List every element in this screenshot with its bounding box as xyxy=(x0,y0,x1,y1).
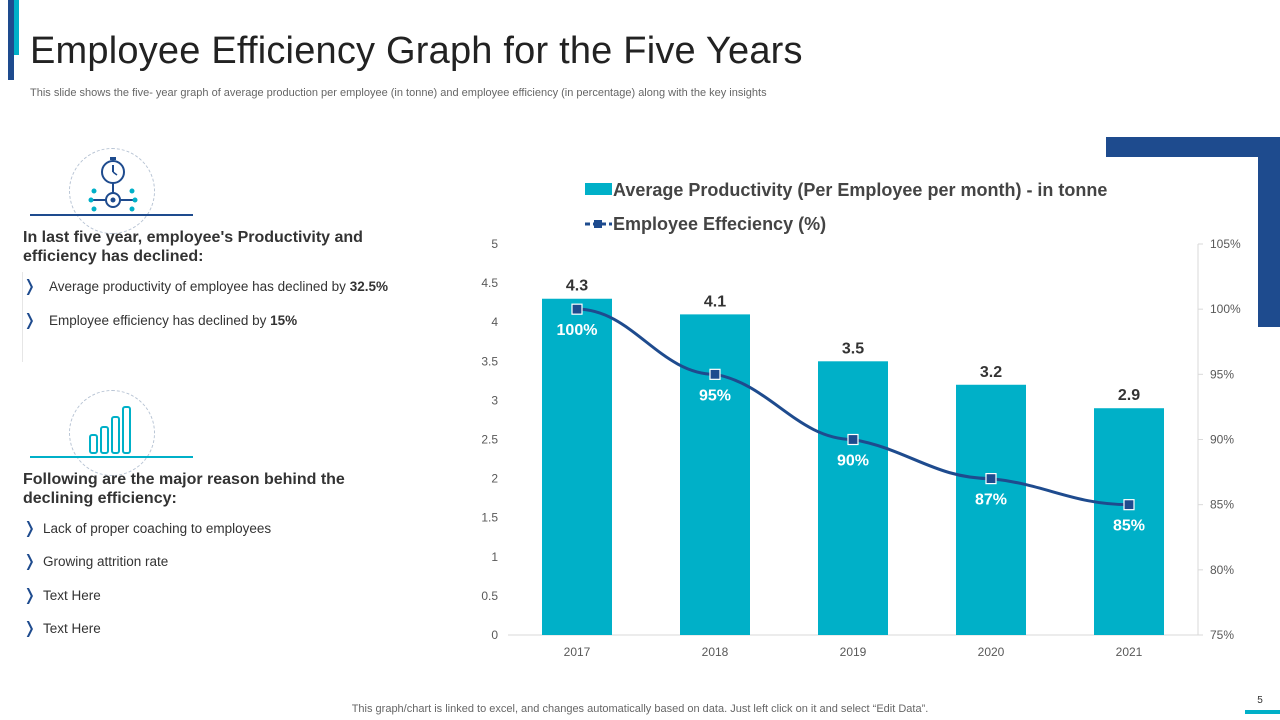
bullet-text: Employee efficiency has declined by xyxy=(49,312,271,328)
y-right-tick-label: 105% xyxy=(1210,237,1241,251)
icon-circle-2 xyxy=(69,390,155,476)
section1-underline xyxy=(30,214,193,216)
page-subtitle: This slide shows the five- year graph of… xyxy=(30,87,767,99)
chevron-right-icon: ❭ xyxy=(23,520,37,537)
efficiency-value-label: 100% xyxy=(557,322,598,339)
efficiency-point-2017 xyxy=(571,303,583,315)
bullet-text: Growing attrition rate xyxy=(43,553,169,569)
y-left-tick-label: 2.5 xyxy=(481,433,498,447)
bullet-text: Average productivity of employee has dec… xyxy=(49,278,350,294)
y-left-tick-label: 0.5 xyxy=(481,589,498,603)
y-left-tick-label: 1 xyxy=(491,550,498,564)
bar-2021 xyxy=(1094,408,1164,635)
bar-2020 xyxy=(956,384,1026,635)
efficiency-value-label: 87% xyxy=(975,492,1007,509)
page-number: 5 xyxy=(1257,695,1263,706)
y-left-tick-label: 4 xyxy=(491,315,498,329)
corner-decoration xyxy=(1106,137,1280,327)
bar-value-label: 3.5 xyxy=(842,340,864,357)
x-tick-label: 2017 xyxy=(564,645,591,659)
legend-label-productivity: Average Productivity (Per Employee per m… xyxy=(613,180,1107,200)
section2-bullet-1: ❭ Lack of proper coaching to employees xyxy=(23,518,271,538)
section1-divider xyxy=(22,272,23,362)
y-left-tick-label: 3 xyxy=(491,393,498,407)
efficiency-point-2018 xyxy=(709,368,721,380)
efficiency-value-label: 85% xyxy=(1113,518,1145,535)
chevron-right-icon: ❭ xyxy=(23,587,37,604)
icon-circle-1 xyxy=(69,148,155,234)
page-number-underline xyxy=(1245,710,1280,714)
y-left-tick-label: 4.5 xyxy=(481,276,498,290)
footer-note: This graph/chart is linked to excel, and… xyxy=(351,703,929,715)
efficiency-chart[interactable]: 0 0.5 1 1.5 2 2.5 3 3.5 4 4.5 5 75% 80% 85% 90% 95% 100%… xyxy=(470,170,1260,670)
x-tick-label: 2020 xyxy=(978,645,1005,659)
section2-heading: Following are the major reason behind th… xyxy=(23,471,345,507)
bar-2019 xyxy=(818,361,888,635)
y-right-tick-label: 75% xyxy=(1210,628,1234,642)
section2-bullet-2: ❭ Growing attrition rate xyxy=(23,551,168,571)
y-right-tick-label: 85% xyxy=(1210,498,1234,512)
section2-bullet-3: ❭ Text Here xyxy=(23,585,101,605)
y-right-tick-label: 95% xyxy=(1210,367,1234,381)
bullet-bold: 32.5% xyxy=(349,278,388,294)
x-tick-label: 2019 xyxy=(840,645,867,659)
legend-marker-efficiency xyxy=(594,220,602,228)
page-title: Employee Efficiency Graph for the Five Y… xyxy=(30,30,803,72)
y-right-tick-label: 100% xyxy=(1210,302,1241,316)
bar-2017 xyxy=(542,298,612,635)
y-left-tick-label: 2 xyxy=(491,472,498,486)
section2-bullet-4: ❭ Text Here xyxy=(23,618,101,638)
section2-underline xyxy=(30,456,193,458)
y-left-tick-label: 0 xyxy=(491,628,498,642)
title-accent-bar xyxy=(8,0,14,80)
section1-heading: In last five year, employee's Productivi… xyxy=(23,229,363,265)
bullet-text: Text Here xyxy=(43,620,101,636)
bullet-text: Lack of proper coaching to employees xyxy=(43,520,272,536)
title-accent-bar-teal xyxy=(14,0,19,55)
x-tick-label: 2021 xyxy=(1116,645,1143,659)
y-left-tick-label: 1.5 xyxy=(481,511,498,525)
chevron-right-icon: ❭ xyxy=(23,312,37,329)
x-tick-label: 2018 xyxy=(702,645,729,659)
chevron-right-icon: ❭ xyxy=(23,553,37,570)
legend-label-efficiency: Employee Effeciency (%) xyxy=(613,214,826,234)
bar-chart-icon xyxy=(89,406,131,454)
section1-bullet-1: ❭ Average productivity of employee has d… xyxy=(23,276,388,296)
efficiency-value-label: 95% xyxy=(699,387,731,404)
chevron-right-icon: ❭ xyxy=(23,620,37,637)
y-left-tick-label: 3.5 xyxy=(481,354,498,368)
y-left-tick-label: 5 xyxy=(491,237,498,251)
efficiency-value-label: 90% xyxy=(837,453,869,470)
y-right-tick-label: 90% xyxy=(1210,433,1234,447)
bar-value-label: 2.9 xyxy=(1118,387,1140,404)
stopwatch-gear-icon xyxy=(88,157,138,212)
chart-svg: 0 0.5 1 1.5 2 2.5 3 3.5 4 4.5 5 75% 80% 85% 90% 95% 100%… xyxy=(481,180,1241,659)
efficiency-point-2019 xyxy=(847,433,859,446)
bar-value-label: 3.2 xyxy=(980,364,1002,381)
section1-bullet-2: ❭ Employee efficiency has declined by 15… xyxy=(23,310,297,330)
insights-panel: In last five year, employee's Productivi… xyxy=(0,140,440,700)
legend-swatch-productivity xyxy=(585,183,612,195)
y-right-tick-label: 80% xyxy=(1210,563,1234,577)
bullet-text: Text Here xyxy=(43,587,101,603)
bar-value-label: 4.1 xyxy=(704,293,726,310)
bar-2018 xyxy=(680,314,750,635)
efficiency-point-2020 xyxy=(985,473,997,485)
chevron-right-icon: ❭ xyxy=(23,278,37,295)
bar-value-label: 4.3 xyxy=(566,278,588,295)
bullet-bold: 15% xyxy=(270,312,298,328)
efficiency-point-2021 xyxy=(1123,499,1135,511)
